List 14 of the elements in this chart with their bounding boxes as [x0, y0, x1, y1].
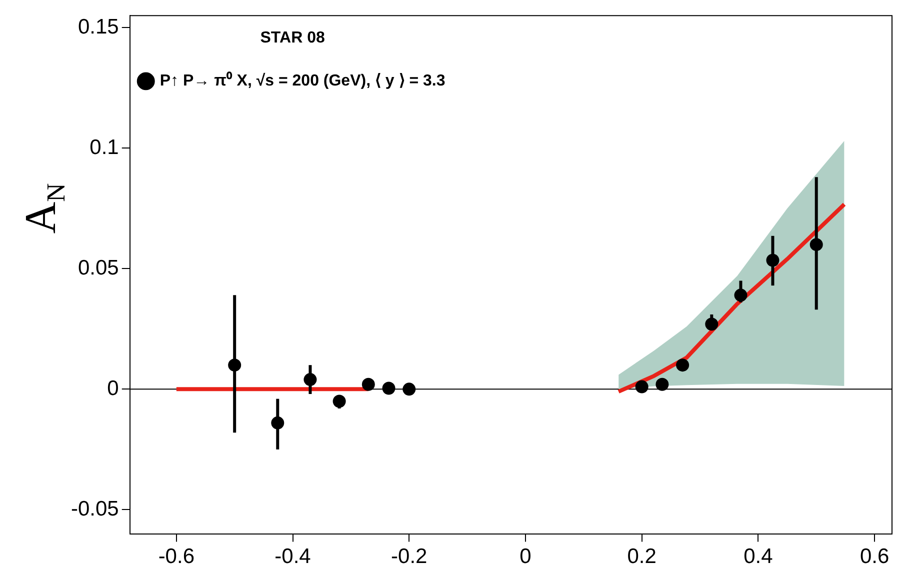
y-tick-label: 0.15 — [78, 15, 119, 38]
legend-label: P↑ P→ π⁰ X, √s = 200 (GeV), ⟨ y ⟩ = 3.3 — [160, 72, 446, 90]
x-tick-label: -0.6 — [158, 545, 194, 568]
x-tick-label: 0 — [520, 545, 532, 568]
y-tick-label: 0.1 — [90, 136, 119, 159]
y-tick-label: 0 — [107, 376, 119, 400]
x-tick-label: -0.2 — [391, 545, 428, 568]
x-tick-label: 0.6 — [860, 545, 890, 568]
legend-title: STAR 08 — [260, 29, 325, 46]
x-tick-label: -0.4 — [274, 545, 312, 568]
y-tick-label: -0.05 — [70, 497, 119, 520]
x-tick-label: 0.4 — [744, 545, 774, 568]
y-tick-label: 0.05 — [78, 256, 119, 280]
x-tick-label: 0.2 — [627, 545, 656, 568]
